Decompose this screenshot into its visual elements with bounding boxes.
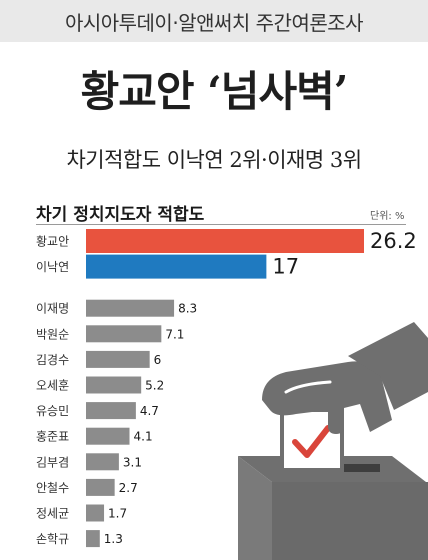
bar [86,325,162,343]
chart-title: 차기 정치지도자 적합도 [36,205,205,225]
value-label: 5.2 [145,379,164,393]
value-label: 4.1 [134,430,153,444]
category-label: 황교안 [36,235,69,249]
finger-outline [284,380,332,394]
unit-label: 단위: % [370,211,405,222]
sleeve-icon [348,322,428,410]
value-label: 2.7 [119,481,138,495]
value-label: 4.7 [140,404,159,418]
bar [86,254,267,279]
bar [86,504,105,522]
subheadline: 차기적합도 이낙연 2위·이재명 3위 [66,148,362,172]
bar [86,299,175,317]
bar [86,427,130,445]
banner-text: 아시아투데이·알앤써치 주간여론조사 [64,10,364,35]
category-label: 오세훈 [36,379,69,393]
title-divider [36,224,406,225]
bar [86,350,150,368]
category-label: 이낙연 [36,260,69,274]
value-label: 3.1 [123,455,142,469]
category-label: 이재명 [36,302,69,316]
bar [86,402,136,420]
bar [86,478,115,496]
value-label: 1.7 [108,507,127,521]
value-label: 7.1 [165,327,184,341]
bar [86,453,119,471]
survey-banner: 아시아투데이·알앤써치 주간여론조사 [0,0,428,42]
hand-icon [262,361,392,434]
value-label: 17 [272,255,299,279]
category-label: 김부겸 [36,455,69,469]
check-mark-icon [292,425,331,458]
category-label: 안철수 [36,481,69,495]
category-label: 김경수 [36,353,69,367]
value-label: 1.3 [104,532,123,546]
ballot-box-with-hand-icon [238,322,428,560]
category-label: 손학규 [36,532,69,546]
value-label: 26.2 [370,229,417,253]
ballot-box-body [272,482,428,560]
category-label: 홍준표 [36,430,69,444]
category-label: 유승민 [36,404,69,418]
headline: 황교안 ‘넘사벽’ [80,67,349,116]
category-label: 박원순 [36,327,69,341]
bar [86,530,100,548]
bar [86,376,142,394]
value-label: 8.3 [178,302,197,316]
ballot-box-front [238,456,272,560]
bar [86,229,364,253]
category-label: 정세균 [36,507,69,521]
value-label: 6 [154,353,162,367]
